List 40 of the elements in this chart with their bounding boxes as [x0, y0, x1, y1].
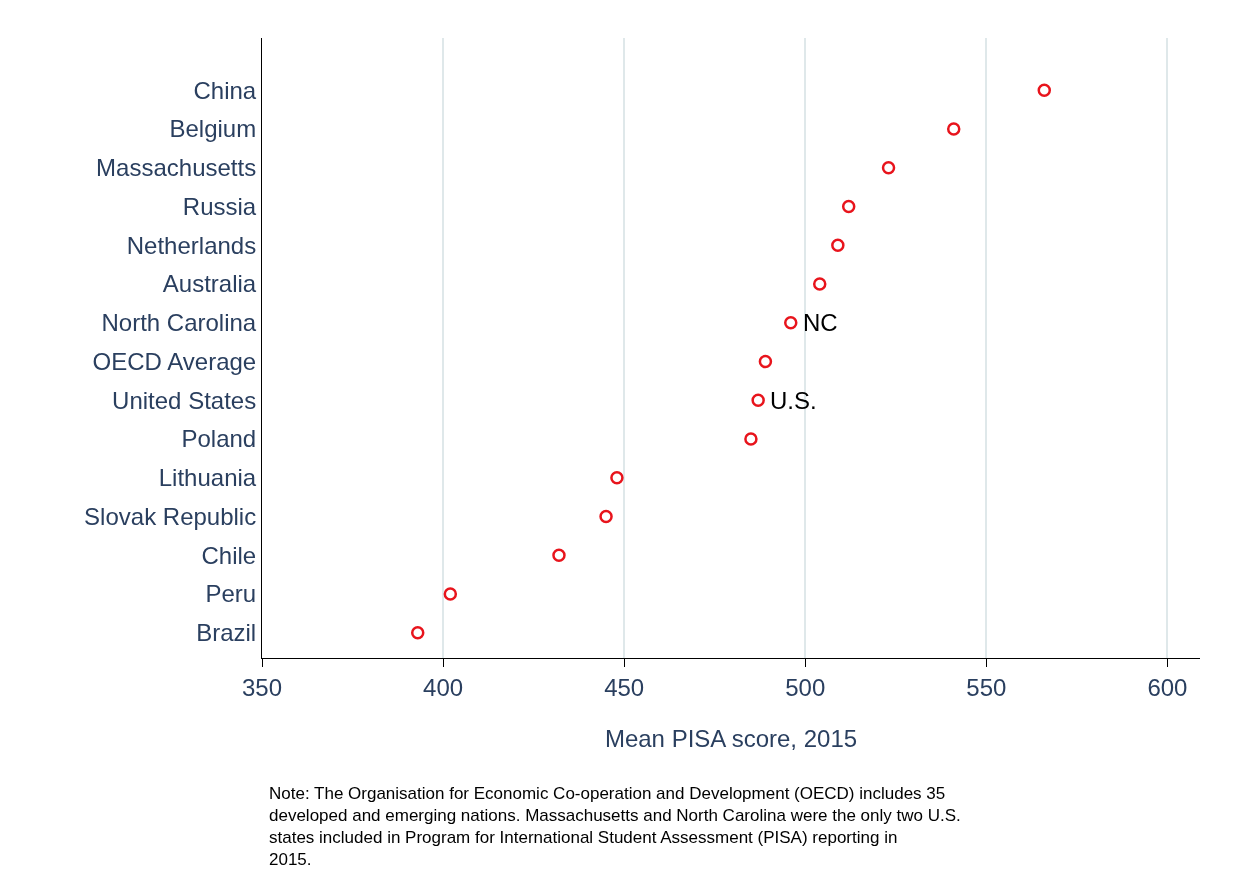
point [410, 626, 425, 640]
x-tick-label: 350 [241, 673, 283, 701]
annotation: U.S. [770, 387, 817, 414]
y-tick-label: Poland [181, 425, 257, 453]
y-tick-label: Russia [182, 192, 257, 220]
point [946, 122, 961, 136]
y-tick-label: Peru [205, 580, 257, 608]
y-tick-label: Slovak Republic [84, 502, 257, 530]
point [758, 354, 773, 369]
point [784, 316, 798, 330]
point [599, 509, 613, 524]
point [881, 161, 896, 175]
point [841, 199, 856, 214]
y-tick-label: United States [112, 386, 257, 414]
y-tick-label: Massachusetts [96, 154, 257, 182]
x-tick-label: 550 [966, 673, 1007, 701]
y-tick-label: OECD Average [92, 347, 257, 375]
point [552, 548, 566, 563]
x-tick-label: 500 [785, 673, 826, 701]
y-tick-label: Brazil [196, 619, 257, 647]
point [744, 432, 758, 446]
point [831, 238, 845, 253]
x-tick-label: 450 [604, 673, 645, 701]
x-tick-label: 400 [423, 673, 464, 701]
y-tick-label: Lithuania [158, 464, 257, 492]
y-tick-label: China [193, 76, 257, 104]
y-tick-label: Belgium [169, 115, 257, 143]
point [443, 587, 458, 601]
y-tick-label: Chile [201, 541, 257, 569]
annotation: NC [803, 309, 838, 336]
y-tick-label: North Carolina [101, 309, 257, 337]
x-axis-title: Mean PISA score, 2015 [604, 725, 858, 753]
y-tick-label: Netherlands [126, 231, 257, 259]
text: Note: The Organisation for Economic Co-operation and Development (OECD) includes 35 developed and emerging nations. Massachusetts and North Carolina were the only two U.S. states included in Program for International Student Assessment (PISA) reporting in 2015. [269, 784, 961, 870]
point [751, 393, 765, 408]
point [1037, 83, 1052, 98]
point [610, 471, 624, 485]
y-tick-label: Australia [162, 270, 257, 298]
point [812, 277, 827, 291]
x-tick-label: 600 [1147, 673, 1188, 701]
